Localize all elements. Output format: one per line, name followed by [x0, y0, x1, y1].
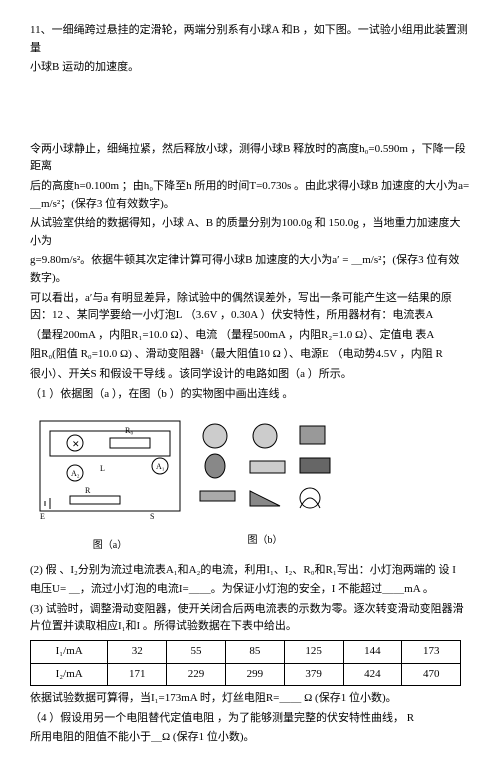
svg-text:R: R [85, 486, 91, 495]
table-cell: I₂/mA [31, 663, 108, 686]
table-cell: 144 [343, 641, 402, 664]
fig-b-label: 图（b） [190, 533, 340, 549]
table-row: I₂/mA 171 229 299 379 424 470 [31, 663, 461, 686]
components-grid: 图（b） [190, 416, 340, 549]
table-row: I₁/mA 32 55 85 125 144 173 [31, 641, 461, 664]
q4-line3: 所用电阻的阻值不能小于＿Ω (保存1 位小数)。 [30, 729, 470, 747]
svg-text:S: S [150, 512, 154, 521]
fig-a-label: 图（a） [30, 538, 190, 554]
q2-line1: (2) 假 、I₂分别为流过电流表A₁和A₂的电流，利用I₁、I₂、R₀和R₁写… [30, 562, 470, 580]
q11-line8: （量程200mA ，内阻R₁=10.0 Ω）、电流 （量程500mA ，内阻R₂… [30, 327, 470, 345]
table-cell: 32 [108, 641, 167, 664]
components-svg [190, 416, 340, 526]
svg-text:E: E [40, 512, 45, 521]
svg-text:A₁: A₁ [156, 462, 165, 471]
q11-line10: 很小）、开关S 和假设干导线 。该同学设计的电路如图（a ）所示。 [30, 366, 470, 384]
svg-text:✕: ✕ [72, 439, 80, 449]
table-cell: I₁/mA [31, 641, 108, 664]
figure-row: ✕ R₀ A₁ A₂ L R E S 图（a） [30, 411, 470, 554]
table-cell: 171 [108, 663, 167, 686]
table-cell: 299 [225, 663, 284, 686]
q11-line1: 11、一细绳跨过悬挂的定滑轮，两端分别系有小球A 和B ，如下图。一试验小组用此… [30, 22, 470, 57]
data-table: I₁/mA 32 55 85 125 144 173 I₂/mA 171 229… [30, 640, 461, 686]
table-cell: 85 [225, 641, 284, 664]
svg-text:L: L [100, 464, 105, 473]
q11-line6: g=9.80m/s²。依据牛顿其次定律计算可得小球B 加速度的大小为a′ = ＿… [30, 252, 470, 287]
circuit-diagram: ✕ R₀ A₁ A₂ L R E S 图（a） [30, 411, 190, 554]
table-cell: 55 [167, 641, 226, 664]
table-cell: 379 [284, 663, 343, 686]
figure-spacer [30, 79, 470, 139]
q11-line7: 可以看出，a′与a 有明显差异，除试验中的偶然误差外，写出一条可能产生这一结果的… [30, 290, 470, 325]
q11-line11: （1 ）依据图（a ），在图（b ）的实物图中画出连线 。 [30, 386, 470, 404]
table-cell: 229 [167, 663, 226, 686]
q2-line2: 电压U= ＿，流过小灯泡的电流I=＿＿。为保证小灯泡的安全，I 不能超过＿＿mA… [30, 581, 470, 599]
q11-line9: 阻R₀(阻值 R₀=10.0 Ω) 、滑动变阻器¹（最大阻值10 Ω ）、电源E… [30, 346, 470, 364]
svg-text:A₂: A₂ [71, 469, 80, 478]
table-cell: 470 [402, 663, 461, 686]
q11-line5: 从试验室供给的数据得知，小球 A、B 的质量分别为100.0g 和 150.0g… [30, 215, 470, 250]
q11-line2: 小球B 运动的加速度。 [30, 59, 470, 77]
q4-line1: 依据试验数据可算得，当I₁=173mA 时，灯丝电阻R=＿＿ Ω (保存1 位小… [30, 690, 470, 708]
q2-line3: (3) 试验时，调整滑动变阻器，使开关闭合后两电流表的示数为零。逐次转变滑动变阻… [30, 601, 470, 636]
q11-line4: 后的高度h=0.100m ；由h₀下降至h 所用的时间T=0.730s 。由此求… [30, 178, 470, 213]
circuit-svg: ✕ R₀ A₁ A₂ L R E S [30, 411, 190, 531]
svg-text:R₀: R₀ [125, 426, 133, 435]
table-cell: 424 [343, 663, 402, 686]
q11-line3: 令两小球静止，细绳拉紧，然后释放小球，测得小球B 释放时的高度h₀=0.590m… [30, 141, 470, 176]
table-cell: 173 [402, 641, 461, 664]
q4-line2: （4 ）假设用另一个电阻替代定值电阻 ，为了能够测量完整的伏安特性曲线， R [30, 710, 470, 728]
table-cell: 125 [284, 641, 343, 664]
